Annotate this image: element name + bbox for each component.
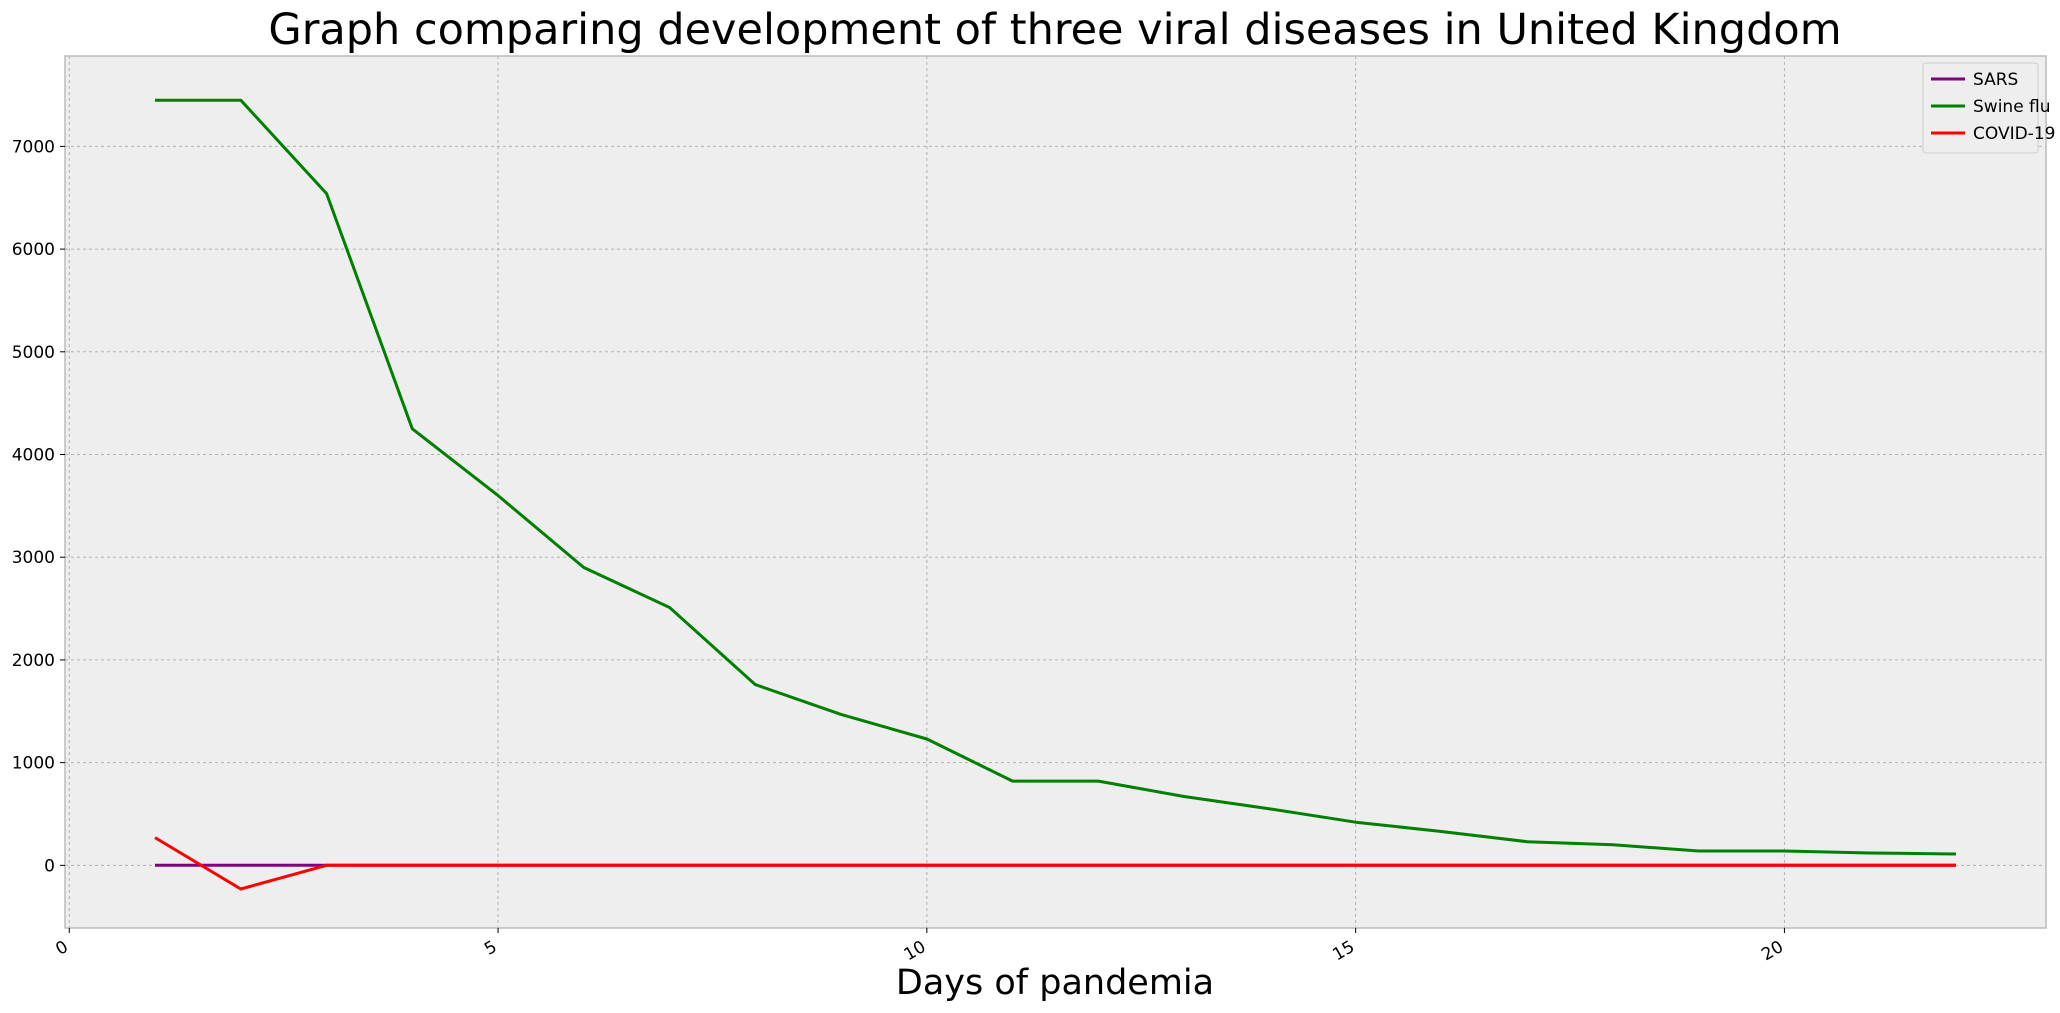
series-line-covid-19: [154, 836, 1956, 891]
y-tick-label: 6000: [12, 240, 55, 260]
y-tick-label: 5000: [12, 343, 55, 363]
series-lines: [154, 98, 1957, 891]
x-tick-label: 10: [901, 937, 930, 965]
x-tick-label: 5: [481, 937, 500, 960]
y-tick-label: 3000: [12, 548, 55, 568]
x-tick-label: 0: [52, 937, 71, 960]
y-tick-label: 7000: [12, 137, 55, 157]
legend: SARS Swine flu COVID-19: [1922, 62, 2055, 154]
y-tick-label: 1000: [12, 754, 55, 774]
grid-lines: [65, 56, 2046, 928]
x-tick-label: 15: [1329, 937, 1358, 965]
y-tick-label: 2000: [12, 651, 55, 671]
chart-title: Graph comparing development of three vir…: [268, 5, 1841, 55]
x-tick-label: 20: [1758, 937, 1787, 965]
legend-label: SARS: [1973, 70, 2018, 90]
legend-label: Swine flu: [1973, 97, 2051, 117]
plot-area: [64, 55, 2047, 929]
x-axis-label: Days of pandemia: [896, 963, 1214, 1003]
y-tick-label: 0: [44, 856, 55, 876]
legend-box: [1922, 62, 2039, 154]
legend-label: COVID-19: [1973, 124, 2055, 144]
y-tick-label: 4000: [12, 446, 55, 466]
series-line-swine-flu: [155, 98, 1957, 856]
